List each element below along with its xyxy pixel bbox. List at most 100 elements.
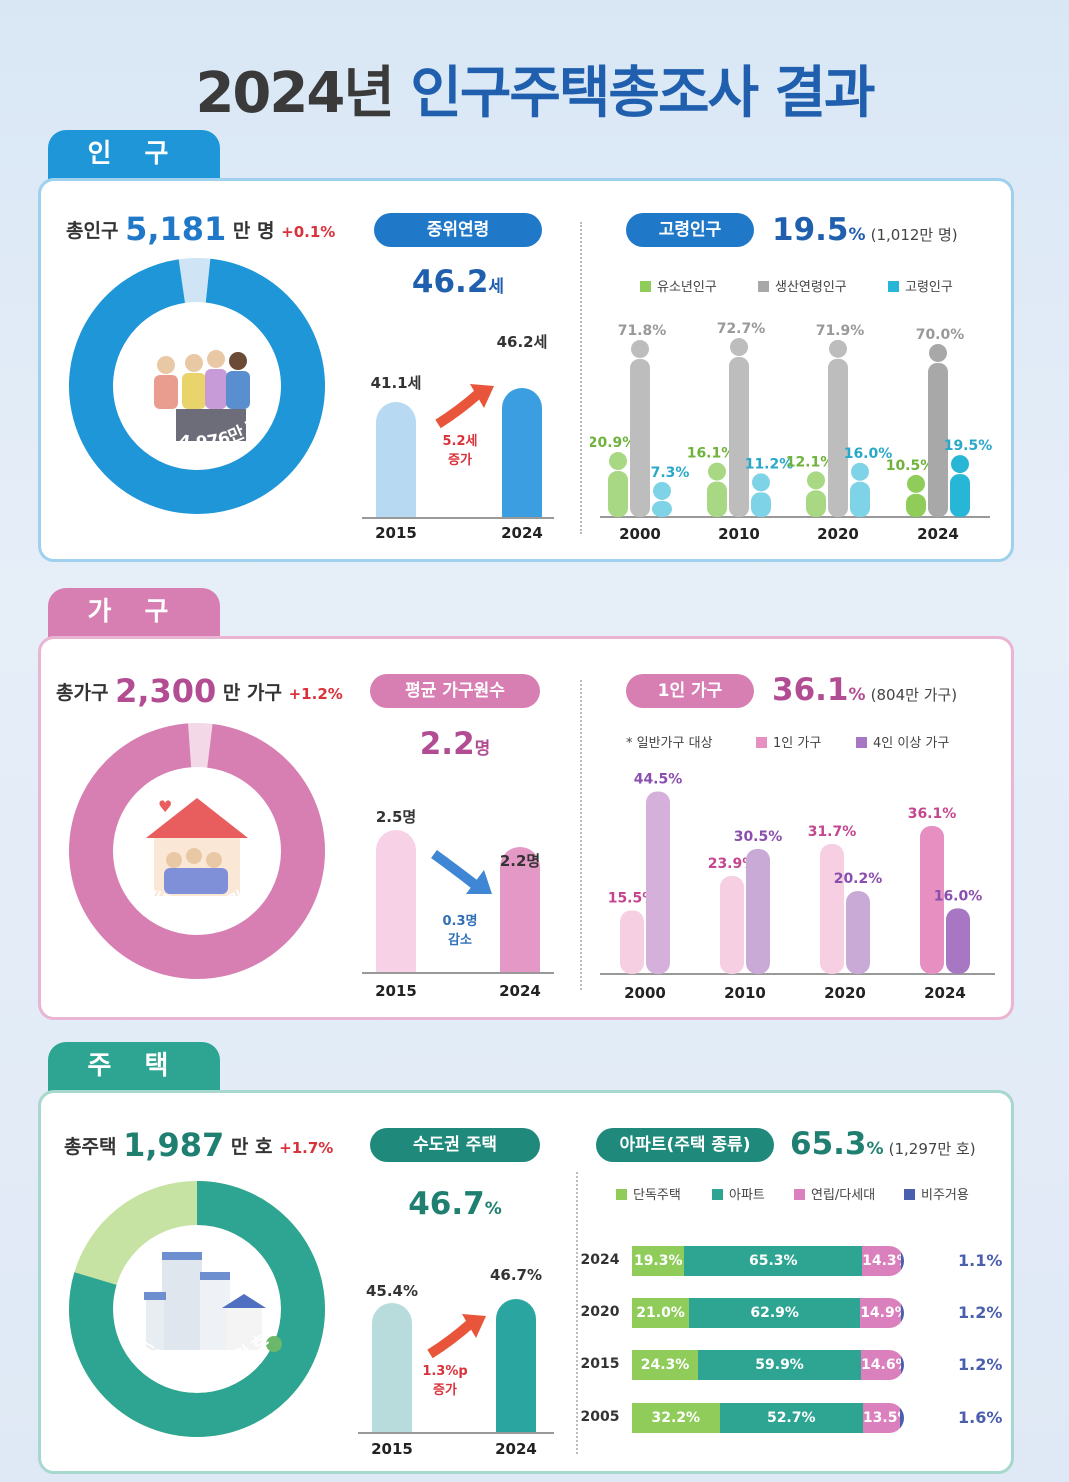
median-age-value: 46.2세 <box>411 264 505 300</box>
housing-headline: 총주택 1,987 만 호 +1.7% <box>64 1126 334 1164</box>
age-bar-2024-2 <box>950 474 970 517</box>
age-head-2024-2 <box>951 455 969 474</box>
tab-housing: 주 택 <box>48 1042 220 1092</box>
age-bar-2000-0 <box>608 471 628 517</box>
legend-elderly: 고령인구 <box>888 276 953 295</box>
housing-year-2015: 2015 <box>580 1356 620 1372</box>
median-year-2024: 2024 <box>501 524 543 542</box>
hh-bar-2024-1 <box>946 908 970 974</box>
housing-seg-2020-2: 14.9% <box>860 1298 901 1328</box>
legend-four-plus: 4인 이상 가구 <box>856 732 949 751</box>
age-label-2000-1: 71.8% <box>618 323 667 339</box>
age-head-2010-1 <box>730 338 748 357</box>
hh-label-2024-1: 16.0% <box>934 888 983 904</box>
housing-year-2005: 2005 <box>580 1409 620 1425</box>
age-year-2020: 2020 <box>817 525 859 543</box>
title-main: 인구주택총조사 결과 <box>410 61 875 126</box>
age-head-2020-2 <box>851 462 869 481</box>
housing-year-2020: 2020 <box>580 1304 620 1320</box>
family-illustration <box>154 350 250 441</box>
age-head-2024-0 <box>907 474 925 493</box>
age-label-2010-0: 16.1% <box>687 446 736 462</box>
housing-row-2005: 32.2%52.7%13.5% <box>632 1403 904 1433</box>
age-bar-2020-2 <box>850 481 870 517</box>
housing-other-2005: 1.6% <box>958 1408 1003 1427</box>
population-headline: 총인구 5,181 만 명 +0.1% <box>66 210 336 248</box>
divider <box>576 1172 578 1454</box>
housing-seg-2005-2: 13.5% <box>862 1403 900 1433</box>
legend-working: 생산연령인구 <box>758 276 847 295</box>
avg-members-pill: 평균 가구원수 <box>370 674 540 708</box>
decrease-arrow-icon <box>431 849 492 894</box>
housing-donut: 공동주택 1,582만 호 <box>69 1181 325 1437</box>
elderly-headline: 19.5% (1,012만 명) <box>772 212 958 248</box>
households-headline: 총가구 2,300 만 가구 +1.2% <box>56 672 343 710</box>
legend-single: 1인 가구 <box>756 732 821 751</box>
avg-change: 0.3명 감소 <box>442 914 478 948</box>
tab-population: 인 구 <box>48 130 220 180</box>
households-donut: ♥ 일반가구 2,229만 가구 <box>69 723 325 979</box>
capital-housing-pill: 수도권 주택 <box>370 1128 540 1162</box>
elderly-pill: 고령인구 <box>626 213 754 247</box>
housing-seg-2005-0: 32.2% <box>632 1403 720 1433</box>
legend-non-residential: 비주거용 <box>904 1184 969 1203</box>
housing-other-2020: 1.2% <box>958 1303 1003 1322</box>
capital-housing-value: 46.7% <box>408 1186 502 1222</box>
house-illustration: ♥ <box>146 797 248 896</box>
hh-label-2010-0: 23.9% <box>708 856 757 872</box>
legend-youth: 유소년인구 <box>640 276 717 295</box>
age-label-2024-1: 70.0% <box>916 327 965 343</box>
median-label-2024: 46.2세 <box>496 333 548 351</box>
hh-year-2020: 2020 <box>824 984 866 1002</box>
single-household-pill: 1인 가구 <box>626 674 754 708</box>
hh-bar-2010-0 <box>720 876 744 974</box>
age-structure-chart: 20.9% 71.8% 7.3% 2000 16.1% 72.7% 11.2% 2010 12.… <box>590 321 993 543</box>
legend-detached: 단독주택 <box>616 1184 681 1203</box>
median-bar-2015 <box>376 401 416 517</box>
avg-year-2024: 2024 <box>499 982 541 1000</box>
population-donut: 내국인 4,976만 명 <box>69 258 325 514</box>
capital-label-2024: 46.7% <box>489 1266 543 1284</box>
median-bar-2024 <box>502 387 542 517</box>
hh-bar-2024-0 <box>920 825 944 974</box>
age-bar-2024-0 <box>906 493 926 517</box>
hh-label-2020-0: 31.7% <box>808 824 857 840</box>
capital-axis <box>358 1432 554 1434</box>
avg-year-2015: 2015 <box>375 982 417 1000</box>
title-year: 2024년 <box>195 61 394 126</box>
legend-apartment: 아파트 <box>712 1184 765 1203</box>
tab-households: 가 구 <box>48 588 220 638</box>
age-label-2024-2: 19.5% <box>944 438 993 454</box>
hh-year-2000: 2000 <box>624 984 666 1002</box>
hh-bar-2000-1 <box>646 791 670 974</box>
households-donut-arc <box>69 723 325 979</box>
age-head-2020-1 <box>829 339 847 358</box>
housing-row-2015: 24.3%59.9%14.6% <box>632 1350 904 1380</box>
age-head-2000-0 <box>609 452 627 471</box>
age-bar-2010-0 <box>707 481 727 517</box>
age-bar-2010-2 <box>751 492 771 517</box>
age-bar-2010-1 <box>729 357 749 517</box>
housing-seg-2020-3 <box>900 1298 904 1328</box>
age-head-2010-0 <box>708 462 726 481</box>
apartment-headline: 65.3% (1,297만 호) <box>790 1126 976 1162</box>
housing-seg-2015-2: 14.6% <box>861 1350 901 1380</box>
housing-seg-2005-1: 52.7% <box>719 1403 863 1433</box>
housing-seg-2024-1: 65.3% <box>684 1246 863 1276</box>
housing-seg-2024-0: 19.3% <box>632 1246 685 1276</box>
age-bar-2000-2 <box>652 500 672 517</box>
divider <box>580 222 582 534</box>
housing-seg-2015-0: 24.3% <box>632 1350 699 1380</box>
housing-seg-2015-1: 59.9% <box>698 1350 862 1380</box>
increase-arrow-icon <box>435 384 494 428</box>
housing-other-2024: 1.1% <box>958 1251 1003 1270</box>
hh-label-2020-1: 20.2% <box>834 871 883 887</box>
age-label-2000-2: 7.3% <box>651 465 690 481</box>
hh-bar-2000-0 <box>620 910 644 974</box>
median-change: 5.2세 증가 <box>442 434 478 468</box>
hh-label-2000-0: 15.5% <box>608 890 657 906</box>
housing-seg-2005-3 <box>899 1403 904 1433</box>
housing-other-2015: 1.2% <box>958 1355 1003 1374</box>
age-head-2010-2 <box>752 473 770 492</box>
age-label-2010-1: 72.7% <box>717 321 766 337</box>
